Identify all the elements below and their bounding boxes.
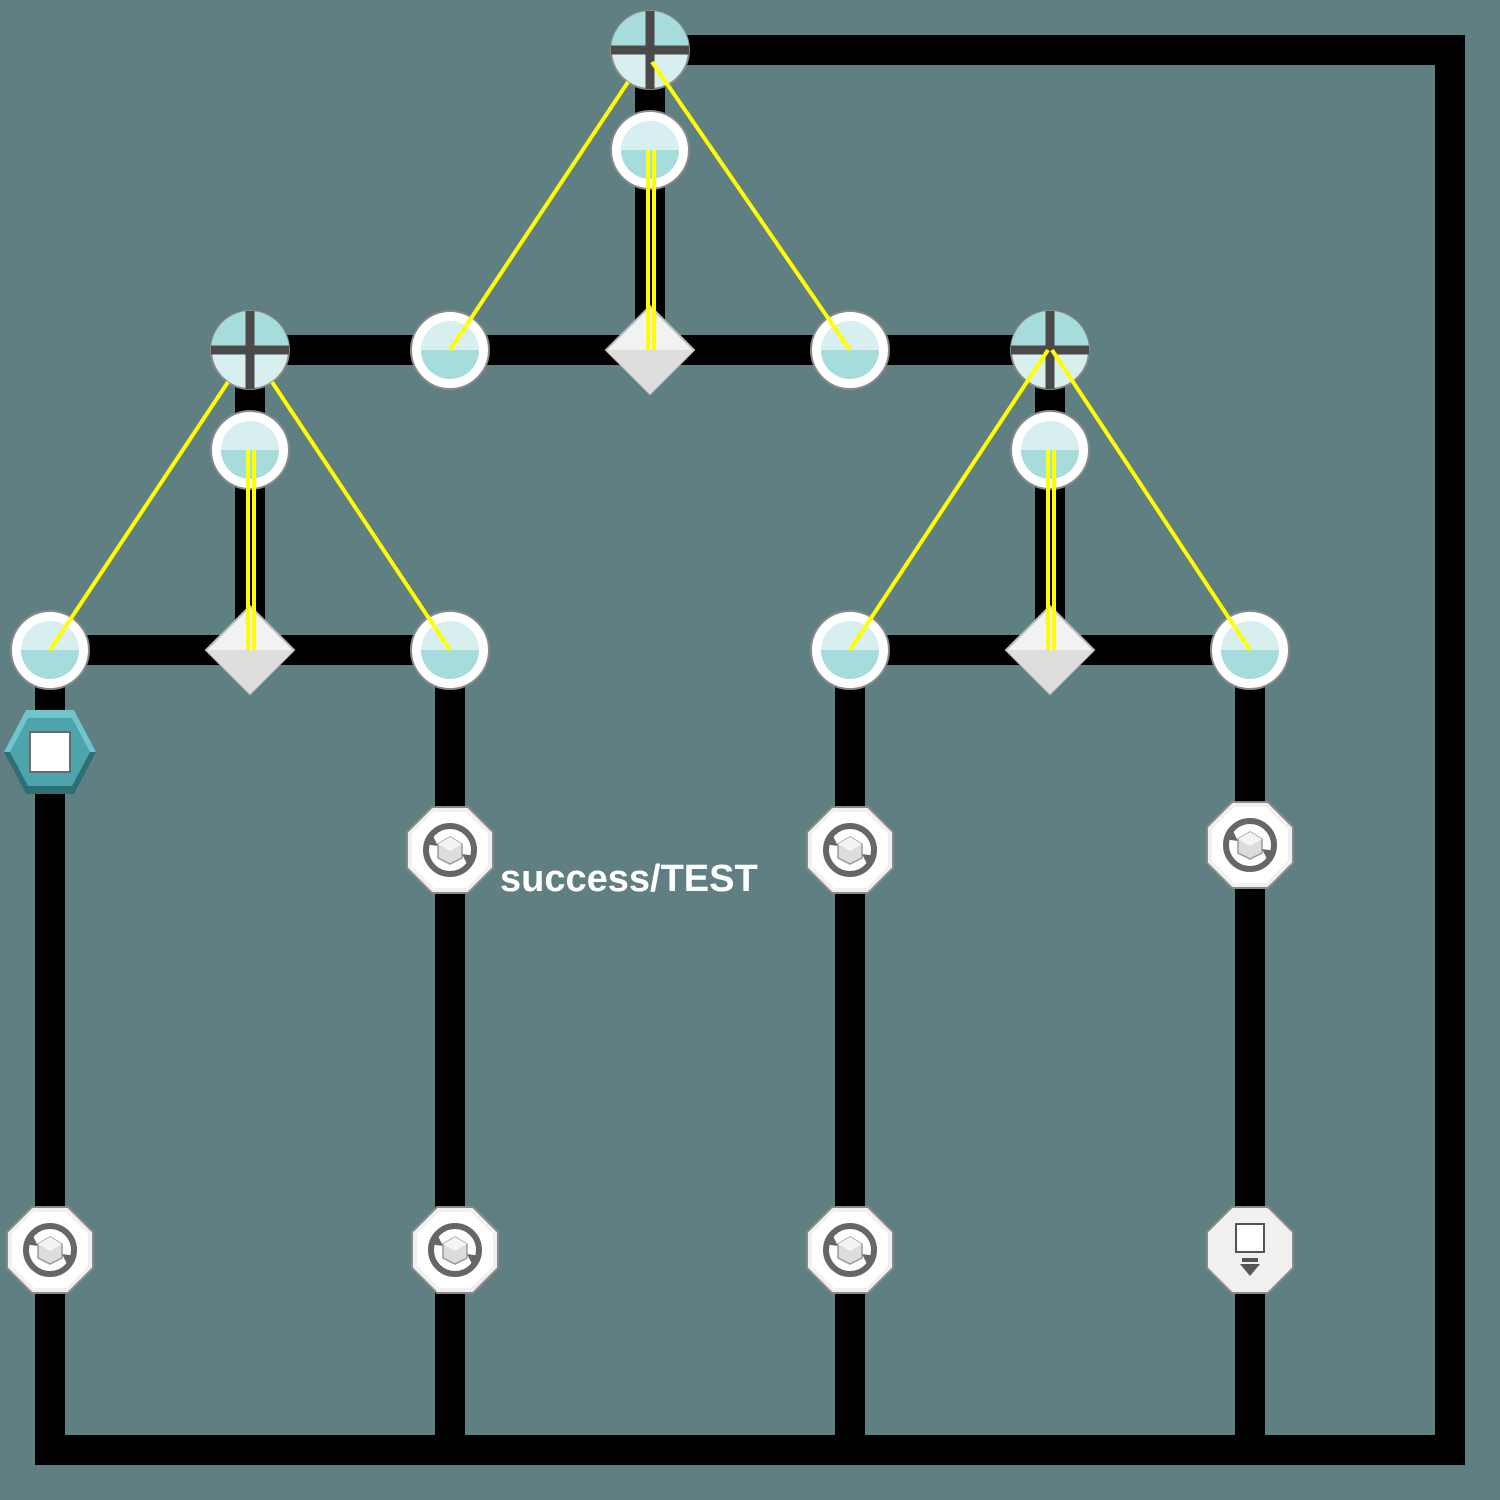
link-right-left: [848, 348, 1050, 652]
wire-loop-right: [635, 35, 1465, 1465]
link-left-right: [270, 380, 452, 652]
parallel-gateway-icon[interactable]: [611, 11, 689, 89]
parallel-gateway-icon[interactable]: [1011, 311, 1089, 389]
output-icon[interactable]: [1206, 1206, 1294, 1294]
step-icon[interactable]: [807, 807, 893, 893]
step-icon[interactable]: [807, 1207, 893, 1293]
link-right-right: [1050, 348, 1252, 652]
link-top-left: [448, 80, 630, 352]
step-icon[interactable]: [407, 807, 493, 893]
link-left-left: [48, 380, 230, 652]
links: [48, 60, 1252, 652]
step-icon[interactable]: [7, 1207, 93, 1293]
link-top-right: [650, 60, 852, 352]
step-icon[interactable]: [412, 1207, 498, 1293]
step-icon[interactable]: [1207, 802, 1293, 888]
edge-label: success/TEST: [500, 858, 758, 900]
parallel-gateway-icon[interactable]: [211, 311, 289, 389]
